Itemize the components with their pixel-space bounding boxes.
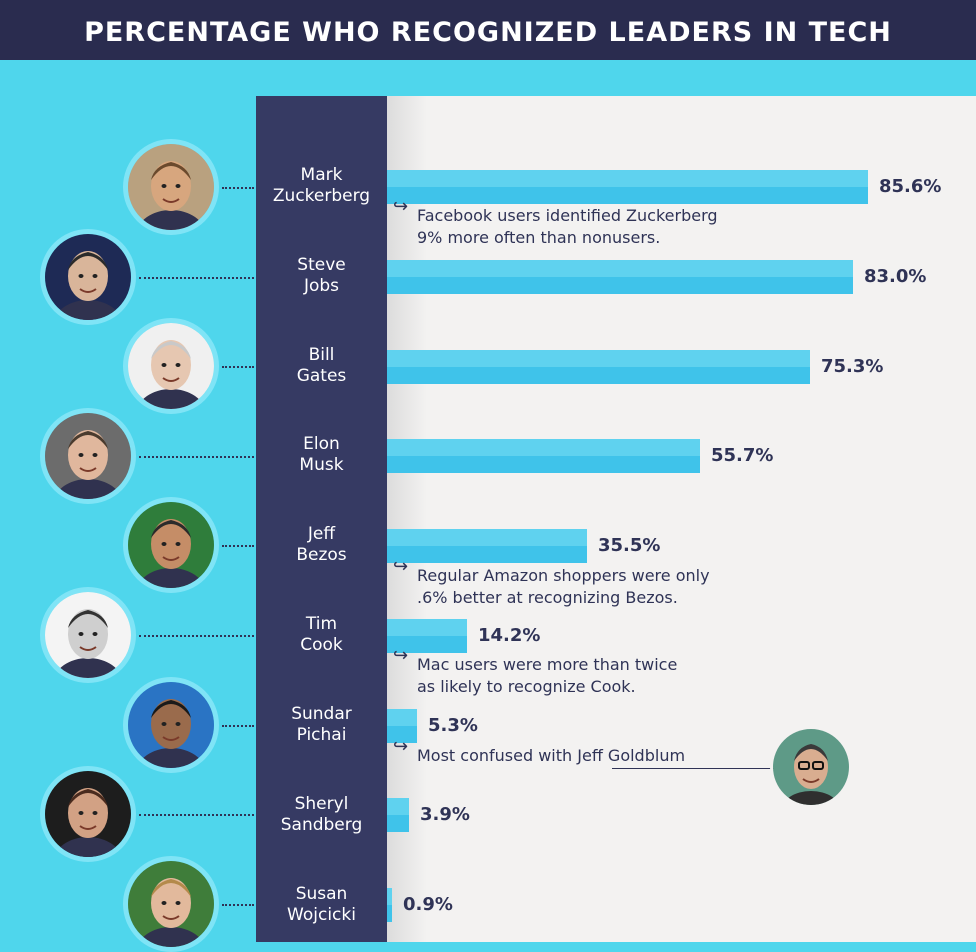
goldblum-underline bbox=[612, 768, 774, 769]
person-portrait-icon bbox=[128, 861, 214, 947]
last-name: Jobs bbox=[303, 276, 340, 296]
curved-return-arrow-icon: ↪ bbox=[393, 736, 409, 756]
avatar-0 bbox=[123, 139, 219, 235]
note-bezos: Regular Amazon shoppers were only .6% be… bbox=[417, 565, 710, 609]
avatar-1 bbox=[40, 229, 136, 325]
goldblum-name: Jeff Goldblum bbox=[577, 746, 686, 765]
note-line: Regular Amazon shoppers were only bbox=[417, 566, 710, 585]
value-label-4: 35.5% bbox=[598, 535, 661, 556]
bar-8 bbox=[387, 888, 392, 922]
person-portrait-icon bbox=[45, 413, 131, 499]
note-line: 9% more often than nonusers. bbox=[417, 228, 661, 247]
last-name: Pichai bbox=[296, 725, 347, 745]
name-label-jobs: Steve Jobs bbox=[256, 255, 387, 297]
last-name: Cook bbox=[300, 635, 343, 655]
leader-dots-0 bbox=[222, 187, 254, 189]
name-label-gates: Bill Gates bbox=[256, 345, 387, 387]
leader-dots-7 bbox=[139, 814, 254, 816]
note-line: Facebook users identified Zuckerberg bbox=[417, 206, 718, 225]
avatar-3 bbox=[40, 408, 136, 504]
leader-dots-5 bbox=[139, 635, 254, 637]
bar-0 bbox=[387, 170, 868, 204]
chart-title: PERCENTAGE WHO RECOGNIZED LEADERS IN TEC… bbox=[84, 17, 892, 48]
note-text: Most confused with bbox=[417, 746, 578, 765]
curved-return-arrow-icon: ↪ bbox=[393, 196, 409, 216]
person-portrait-icon bbox=[128, 502, 214, 588]
curved-return-arrow-icon: ↪ bbox=[393, 556, 409, 576]
name-label-musk: Elon Musk bbox=[256, 434, 387, 476]
note-line: .6% better at recognizing Bezos. bbox=[417, 588, 678, 607]
note-line: as likely to recognize Cook. bbox=[417, 677, 636, 696]
bar-3 bbox=[387, 439, 700, 473]
person-portrait-icon bbox=[128, 682, 214, 768]
name-label-bezos: Jeff Bezos bbox=[256, 524, 387, 566]
last-name: Sandberg bbox=[280, 815, 363, 835]
name-label-zuckerberg: Mark Zuckerberg bbox=[256, 165, 387, 207]
value-label-8: 0.9% bbox=[403, 894, 453, 915]
bar-4 bbox=[387, 529, 587, 563]
last-name: Musk bbox=[299, 455, 344, 475]
bar-7 bbox=[387, 798, 409, 832]
avatar-6 bbox=[123, 677, 219, 773]
name-label-pichai: Sundar Pichai bbox=[256, 704, 387, 746]
goldblum-avatar bbox=[770, 726, 852, 808]
avatar-4 bbox=[123, 497, 219, 593]
value-label-6: 5.3% bbox=[428, 715, 478, 736]
first-name: Mark bbox=[300, 165, 343, 185]
note-pichai: Most confused with Jeff Goldblum bbox=[417, 745, 685, 767]
value-label-3: 55.7% bbox=[711, 445, 774, 466]
first-name: Sheryl bbox=[294, 794, 349, 814]
leader-dots-6 bbox=[222, 725, 254, 727]
bar-6 bbox=[387, 709, 417, 743]
name-label-cook: Tim Cook bbox=[256, 614, 387, 656]
leader-dots-8 bbox=[222, 904, 254, 906]
name-label-wojcicki: Susan Wojcicki bbox=[256, 884, 387, 926]
avatar-8 bbox=[123, 856, 219, 952]
first-name: Sundar bbox=[291, 704, 352, 724]
leader-dots-4 bbox=[222, 545, 254, 547]
first-name: Bill bbox=[308, 345, 335, 365]
first-name: Steve bbox=[297, 255, 346, 275]
person-portrait-icon bbox=[128, 144, 214, 230]
last-name: Bezos bbox=[296, 545, 347, 565]
avatar-5 bbox=[40, 587, 136, 683]
bar-2 bbox=[387, 350, 810, 384]
curved-return-arrow-icon: ↪ bbox=[393, 645, 409, 665]
value-label-1: 83.0% bbox=[864, 266, 927, 287]
person-portrait-icon bbox=[45, 592, 131, 678]
person-portrait-icon bbox=[128, 323, 214, 409]
value-label-2: 75.3% bbox=[821, 356, 884, 377]
leader-dots-3 bbox=[139, 456, 254, 458]
first-name: Jeff bbox=[307, 524, 336, 544]
name-column bbox=[256, 96, 387, 942]
value-label-7: 3.9% bbox=[420, 804, 470, 825]
person-portrait-icon bbox=[45, 234, 131, 320]
person-portrait-icon bbox=[773, 729, 849, 805]
leader-dots-1 bbox=[139, 277, 254, 279]
header-bar bbox=[0, 0, 976, 60]
note-line: Mac users were more than twice bbox=[417, 655, 678, 674]
avatar-2 bbox=[123, 318, 219, 414]
note-cook: Mac users were more than twice as likely… bbox=[417, 654, 677, 698]
first-name: Tim bbox=[305, 614, 338, 634]
last-name: Wojcicki bbox=[287, 905, 356, 925]
first-name: Elon bbox=[303, 434, 340, 454]
last-name: Gates bbox=[296, 366, 347, 386]
first-name: Susan bbox=[295, 884, 348, 904]
bar-5 bbox=[387, 619, 467, 653]
name-label-sandberg: Sheryl Sandberg bbox=[256, 794, 387, 836]
last-name: Zuckerberg bbox=[272, 186, 371, 206]
value-label-5: 14.2% bbox=[478, 625, 541, 646]
chart-panel bbox=[387, 96, 976, 942]
value-label-0: 85.6% bbox=[879, 176, 942, 197]
note-zuckerberg: Facebook users identified Zuckerberg 9% … bbox=[417, 205, 718, 249]
bar-1 bbox=[387, 260, 853, 294]
avatar-7 bbox=[40, 766, 136, 862]
person-portrait-icon bbox=[45, 771, 131, 857]
leader-dots-2 bbox=[222, 366, 254, 368]
